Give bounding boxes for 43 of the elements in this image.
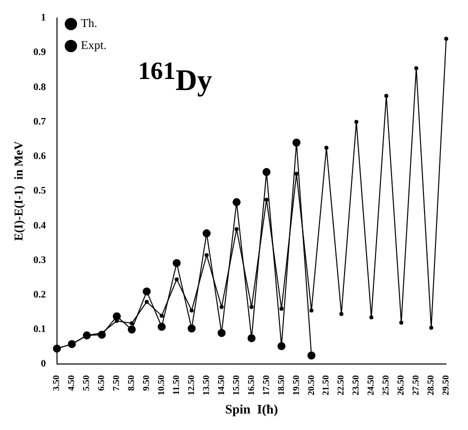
legend-label: Expt. bbox=[80, 38, 107, 52]
x-tick-label: 5.50 bbox=[81, 374, 92, 391]
x-tick-label: 4.50 bbox=[66, 374, 76, 391]
y-tick-label: 0.2 bbox=[33, 290, 46, 300]
x-tick-label: 12.50 bbox=[186, 374, 196, 396]
x-tick-label: 19.50 bbox=[290, 374, 301, 396]
x-tick-label: 7.50 bbox=[111, 374, 122, 391]
x-tick-label: 22.50 bbox=[336, 374, 346, 396]
y-tick-label: 0.7 bbox=[33, 116, 46, 128]
x-tick-label: 27.50 bbox=[410, 374, 421, 396]
y-tick-label: 0 bbox=[40, 358, 46, 370]
x-tick-label: 16.50 bbox=[246, 374, 256, 396]
y-tick-label: 0.3 bbox=[33, 254, 46, 266]
x-tick-label: 26.50 bbox=[396, 374, 406, 396]
x-tick-label: 14.50 bbox=[216, 374, 226, 396]
x-tick-label: 18.50 bbox=[276, 374, 286, 396]
y-tick-label: 0.8 bbox=[33, 82, 46, 93]
y-tick-label: 1 bbox=[40, 12, 46, 24]
x-tick-label: 20.50 bbox=[306, 374, 316, 396]
legend-label: Th. bbox=[80, 16, 98, 30]
x-tick-label: 28.50 bbox=[426, 374, 436, 396]
x-tick-label: 29.50 bbox=[440, 374, 451, 396]
y-axis-title: E(I)-E(I-1) in MeV bbox=[11, 140, 26, 241]
y-tick-label: 0.9 bbox=[33, 47, 46, 58]
x-tick-label: 13.50 bbox=[200, 374, 211, 396]
x-tick-label: 8.50 bbox=[126, 374, 136, 391]
x-tick-label: 6.50 bbox=[96, 374, 106, 391]
x-tick-label: 21.50 bbox=[320, 374, 331, 396]
x-tick-label: 23.50 bbox=[350, 374, 361, 396]
x-tick-label: 10.50 bbox=[156, 374, 166, 396]
x-tick-label: 15.50 bbox=[230, 374, 241, 396]
x-tick-label: 17.50 bbox=[260, 374, 271, 396]
x-tick-label: 24.50 bbox=[366, 374, 376, 396]
x-axis-title: Spin I(ħ) bbox=[225, 402, 278, 417]
x-tick-label: 25.50 bbox=[380, 374, 391, 396]
x-tick-label: 11.50 bbox=[171, 374, 182, 395]
y-tick-label: 0.4 bbox=[33, 220, 46, 232]
x-tick-label: 3.50 bbox=[51, 374, 62, 391]
y-tick-label: 0.5 bbox=[33, 186, 46, 197]
y-tick-label: 0.1 bbox=[33, 324, 46, 336]
text: $^{161}$Dy bbox=[138, 58, 212, 98]
x-tick-label: 9.50 bbox=[141, 374, 152, 391]
y-tick-label: 0.6 bbox=[33, 151, 46, 162]
